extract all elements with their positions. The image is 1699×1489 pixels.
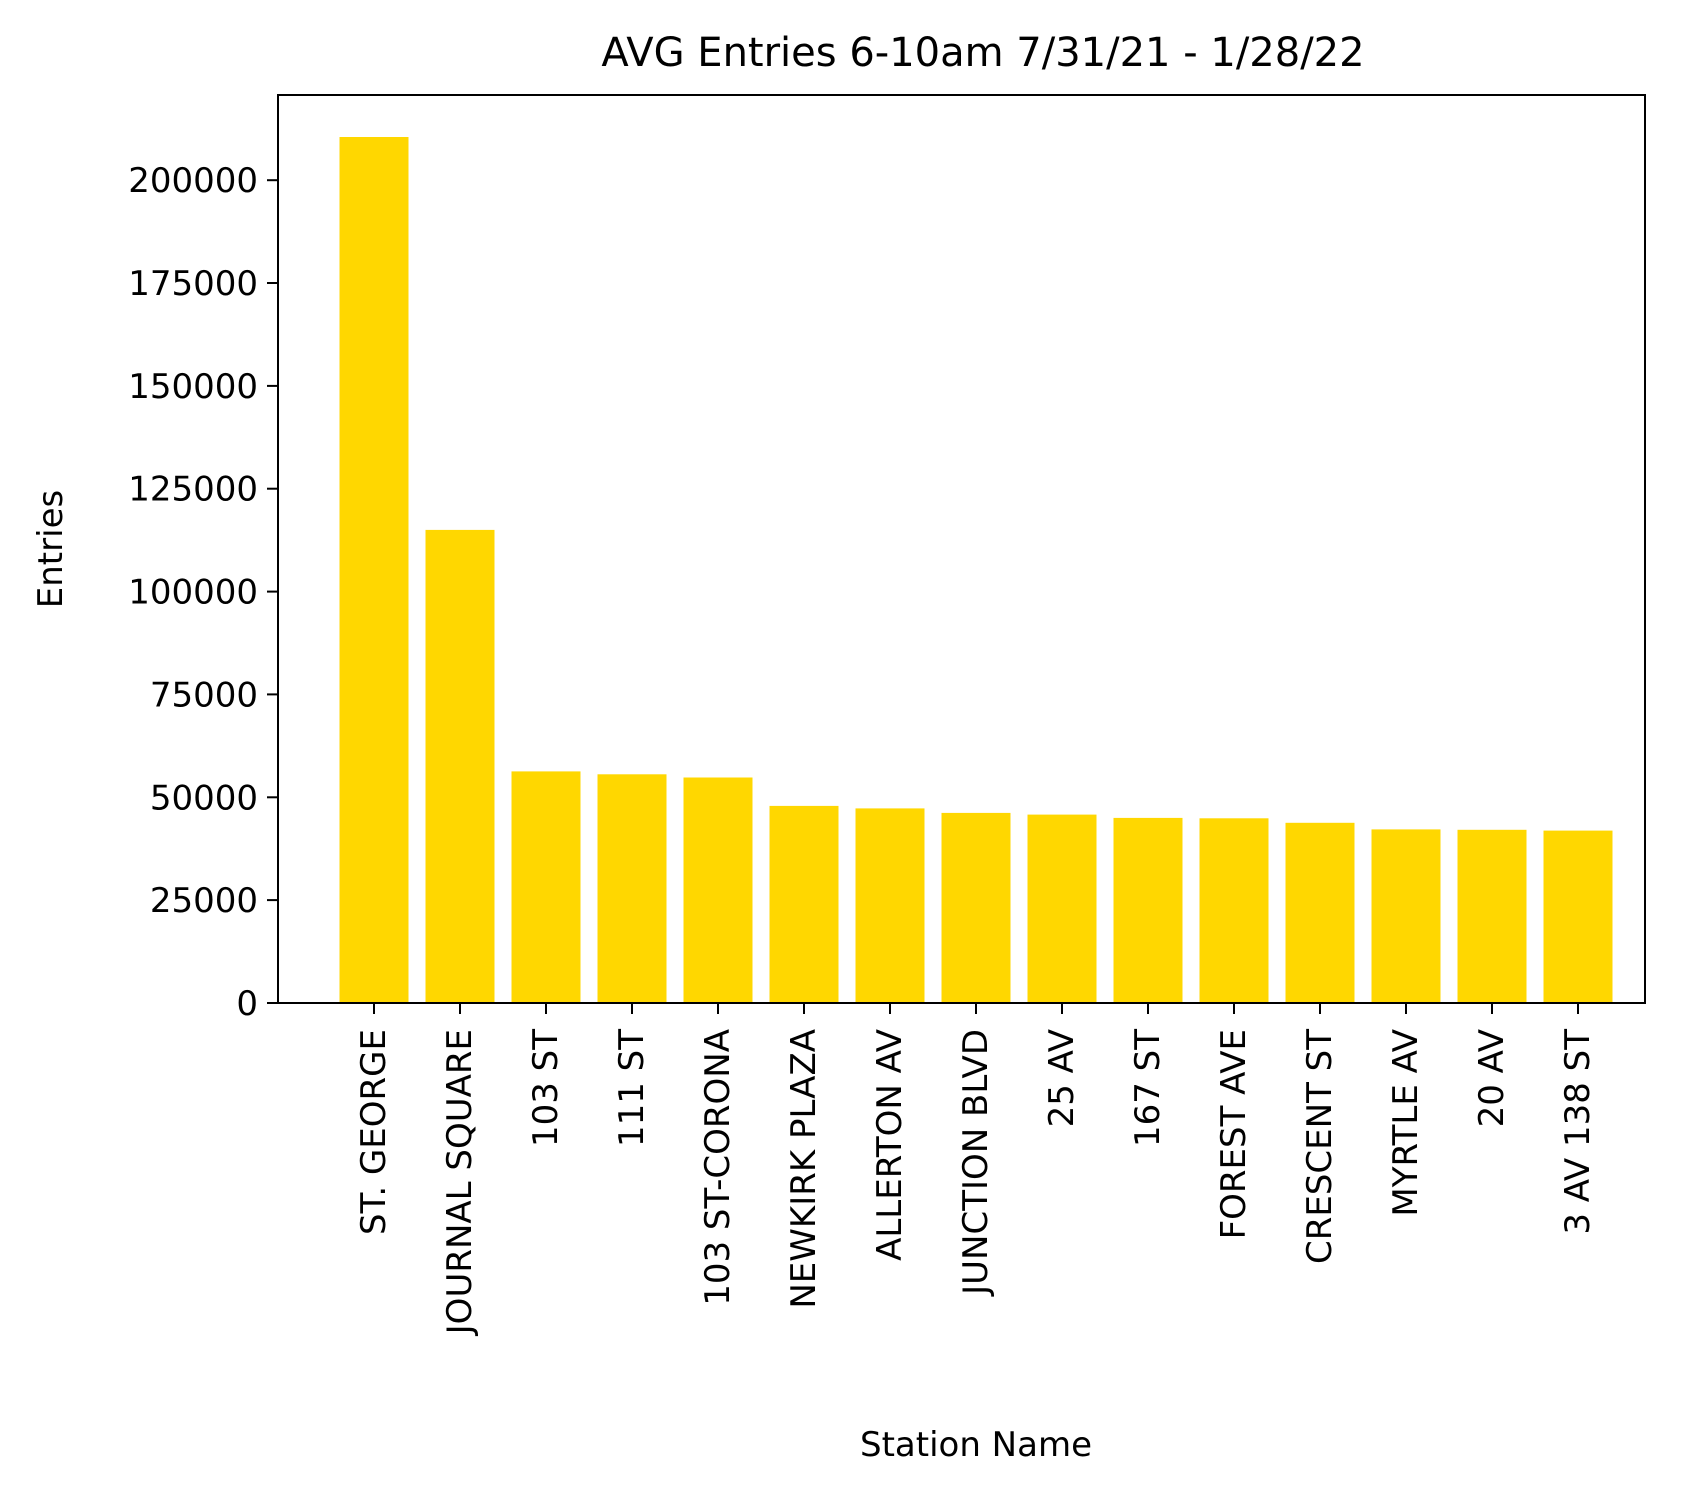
- y-axis-label: Entries: [31, 490, 71, 608]
- bar-crescent-st: [1285, 822, 1355, 1003]
- y-tick-label: 150000: [128, 367, 258, 407]
- y-tick-label: 75000: [150, 675, 258, 715]
- x-tick-label: 103 ST: [526, 1029, 566, 1147]
- x-tick-label: FOREST AVE: [1214, 1029, 1254, 1239]
- bar-junction-blvd: [941, 812, 1011, 1003]
- bar-forest-ave: [1199, 818, 1269, 1003]
- chart-title: AVG Entries 6-10am 7/31/21 - 1/28/22: [601, 30, 1364, 76]
- y-tick-label: 125000: [128, 470, 258, 510]
- x-tick-label: ST. GEORGE: [354, 1029, 394, 1235]
- x-tick-label: 25 AV: [1042, 1029, 1082, 1127]
- y-tick-label: 200000: [128, 161, 258, 201]
- bar-3-av-138-st: [1543, 830, 1613, 1003]
- bar-111-st: [597, 774, 667, 1003]
- bar-st-george: [339, 137, 409, 1003]
- x-tick-label: CRESCENT ST: [1300, 1029, 1340, 1264]
- bar-myrtle-av: [1371, 829, 1441, 1003]
- bar-103-st-corona: [683, 777, 753, 1003]
- x-axis-label: Station Name: [860, 1425, 1092, 1465]
- x-tick-label: 3 AV 138 ST: [1558, 1029, 1598, 1235]
- bar-allerton-av: [855, 808, 925, 1003]
- bar-journal-square: [425, 529, 495, 1003]
- x-tick-label: 111 ST: [612, 1029, 652, 1147]
- plot-frame: [277, 94, 1646, 1004]
- x-tick-label: JUNCTION BLVD: [956, 1029, 996, 1297]
- bar-newkirk-plaza: [769, 805, 839, 1003]
- bar-20-av: [1457, 829, 1527, 1003]
- x-tick-label: MYRTLE AV: [1386, 1029, 1426, 1217]
- x-tick-label: JOURNAL SQUARE: [440, 1029, 480, 1336]
- y-tick-label: 0: [236, 984, 258, 1024]
- bar-103-st: [511, 771, 581, 1003]
- x-tick-label: ALLERTON AV: [870, 1029, 910, 1261]
- bar-167-st: [1113, 817, 1183, 1003]
- x-tick-label: 167 ST: [1128, 1029, 1168, 1147]
- x-tick-label: NEWKIRK PLAZA: [784, 1029, 824, 1309]
- y-tick-label: 50000: [150, 778, 258, 818]
- x-tick-label: 103 ST-CORONA: [698, 1029, 738, 1306]
- y-axis: 0 25000 50000 75000 100000 125000 150000 175000…: [128, 161, 278, 1024]
- bars-group: [339, 137, 1613, 1003]
- x-axis: ST. GEORGE JOURNAL SQUARE 103 ST 111 ST 103 …: [354, 1003, 1598, 1336]
- x-tick-label: 20 AV: [1472, 1029, 1512, 1127]
- bar-25-av: [1027, 814, 1097, 1003]
- y-tick-label: 175000: [128, 264, 258, 304]
- y-tick-label: 25000: [150, 881, 258, 921]
- y-tick-label: 100000: [128, 573, 258, 613]
